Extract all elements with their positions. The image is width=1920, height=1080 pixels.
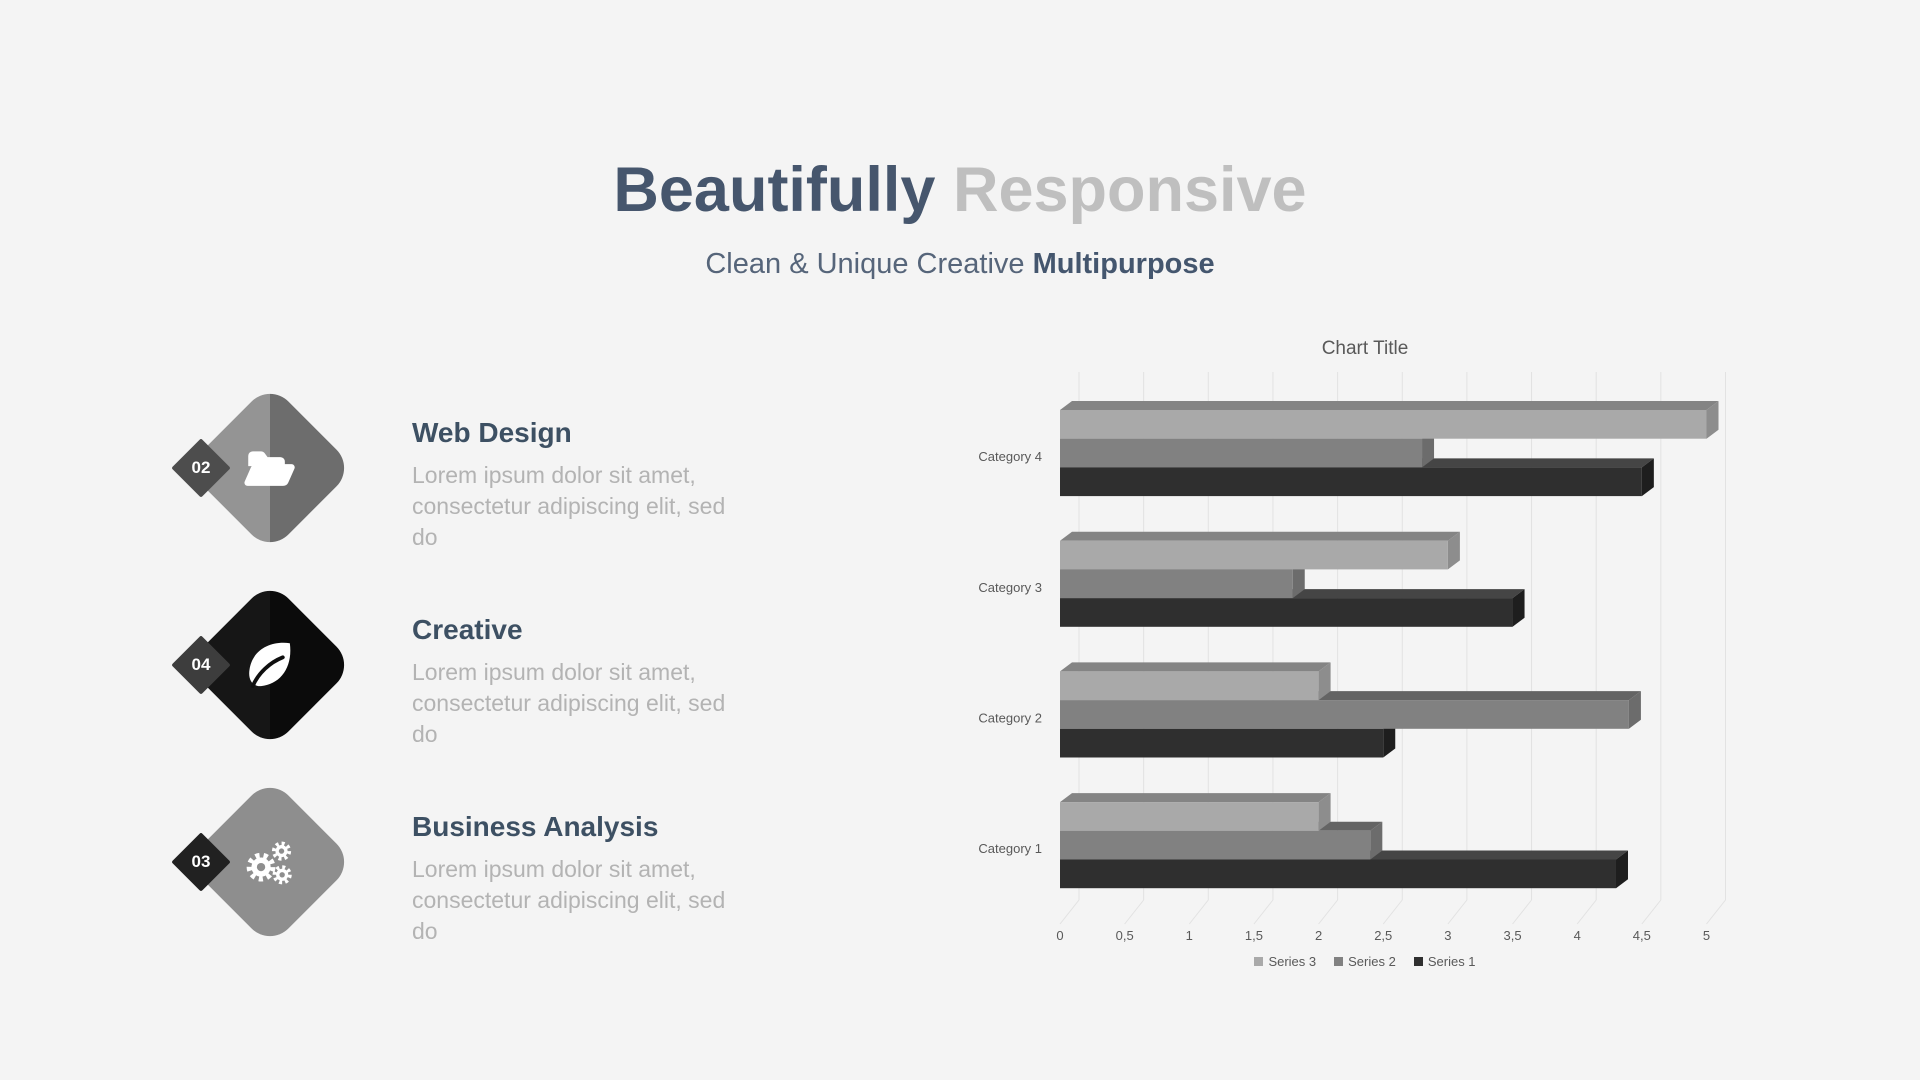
bar-end-face [1292,560,1305,599]
page-title-primary: Beautifully [613,155,936,225]
gridline-floor-segment [1641,899,1662,925]
bar [1060,438,1423,468]
legend-label: Series 3 [1268,953,1317,969]
x-tick-label: 2,5 [1374,928,1392,943]
x-tick-label: 1 [1186,928,1193,943]
bar-top-face [1060,793,1331,803]
page-subtitle: Clean & Unique Creative Multipurpose [0,248,1920,281]
chart-legend: Series 3 Series 2 Series 1 [950,950,1780,972]
bar-end-face [1370,821,1383,860]
leaf-icon [249,642,291,689]
page-subtitle-regular: Clean & Unique Creative [705,248,1033,280]
x-tick-label: 4,5 [1633,928,1651,943]
feature-description: Lorem ipsum dolor sit amet, consectetur … [412,659,726,747]
legend-item: Series 1 [1413,953,1476,969]
x-tick-label: 0,5 [1116,928,1134,943]
bar [1060,802,1319,831]
legend-marker [1334,956,1344,966]
gridline-floor-segment [1253,899,1274,925]
feature-number-badge: 03 [171,832,231,892]
feature-item-web-design: 02 Web Design Lorem ipsum dolor sit amet… [171,382,804,554]
gridline-floor-segment [1059,899,1080,925]
page-title: Beautifully Responsive [0,150,1920,230]
feature-title: Creative [412,614,523,645]
category-label: Category 4 [978,449,1042,464]
feature-item-business-analysis: 03 Business Analysis Lorem ipsum dolor s… [171,776,804,948]
gears-icon [246,841,292,885]
feature-number-badge: 02 [171,438,231,498]
bar-end-face [1447,531,1460,570]
x-tick-label: 3 [1444,928,1451,943]
hero-section: Beautifully Responsive Clean & Unique Cr… [0,150,1920,281]
bar [1060,540,1448,570]
bar [1060,859,1616,889]
bar [1060,830,1371,860]
category-label: Category 3 [978,580,1042,595]
bar [1060,569,1293,599]
feature-icon-wrap: 02 [171,382,356,554]
bar-end-face [1706,401,1719,439]
page-subtitle-bold: Multipurpose [1032,248,1215,280]
bar-top-face [1060,662,1331,672]
legend-marker [1413,956,1423,966]
folder-open-icon [244,451,295,486]
feature-number: 04 [191,655,211,674]
bar [1060,671,1319,701]
gridline-floor-segment [1318,899,1338,925]
feature-number: 02 [191,458,211,477]
bar-top-face [1060,531,1460,541]
bar-top-face [1060,401,1719,410]
x-tick-label: 4 [1574,928,1581,943]
chart-plot-area: 0 0,5 1 1,5 2 2,5 3 3,5 4 4,5 5 Category 4 Category … [978,372,1726,943]
bar-end-face [1383,719,1396,758]
category-label: Category 2 [978,710,1042,725]
gridline-floor-segment [1447,899,1468,925]
gridline-floor-segment [1188,899,1209,925]
x-tick-label: 5 [1703,928,1710,943]
bar-end-face [1318,793,1331,831]
feature-title: Business Analysis [412,811,659,842]
category-label: Category 1 [978,841,1042,856]
bar-chart: Chart Title 0 0,5 1 1,5 2 2,5 3 3,5 4 4,5 5 Categor… [950,330,1780,1000]
bar-end-face [1318,662,1331,701]
page-title-secondary: Responsive [952,155,1307,225]
legend-label: Series 1 [1427,953,1476,969]
bar [1060,410,1707,439]
bar [1060,467,1642,497]
legend-marker [1254,956,1264,966]
legend-item: Series 3 [1254,954,1316,969]
bar [1060,700,1629,729]
chart-title: Chart Title [1321,338,1409,359]
feature-title: Web Design [412,417,572,448]
feature-number: 03 [191,852,211,871]
gridline-floor-segment [1706,899,1726,925]
feature-item-creative: 04 Creative Lorem ipsum dolor sit amet, … [171,579,804,751]
bar [1060,728,1384,758]
feature-number-badge: 04 [171,635,231,695]
feature-icon-wrap: 04 [171,579,356,751]
x-tick-label: 0 [1056,928,1063,943]
legend-label: Series 2 [1348,953,1396,969]
bar [1060,598,1513,627]
feature-icon-wrap: 03 [171,776,356,948]
feature-description: Lorem ipsum dolor sit amet, consectetur … [412,462,726,550]
feature-description: Lorem ipsum dolor sit amet, consectetur … [412,856,726,944]
bar-end-face [1641,458,1654,497]
bar-end-face [1628,691,1641,729]
bar-end-face [1615,850,1628,889]
gridline-floor-segment [1576,899,1597,925]
x-tick-label: 1,5 [1245,928,1263,943]
legend-item: Series 2 [1334,954,1396,969]
bar-end-face [1422,429,1435,468]
gridline-floor-segment [1512,899,1532,925]
bar-end-face [1512,589,1525,627]
gridline-floor-segment [1124,899,1145,925]
x-tick-label: 2 [1315,928,1322,943]
x-tick-label: 3,5 [1504,928,1522,943]
gridline-floor-segment [1382,899,1403,925]
